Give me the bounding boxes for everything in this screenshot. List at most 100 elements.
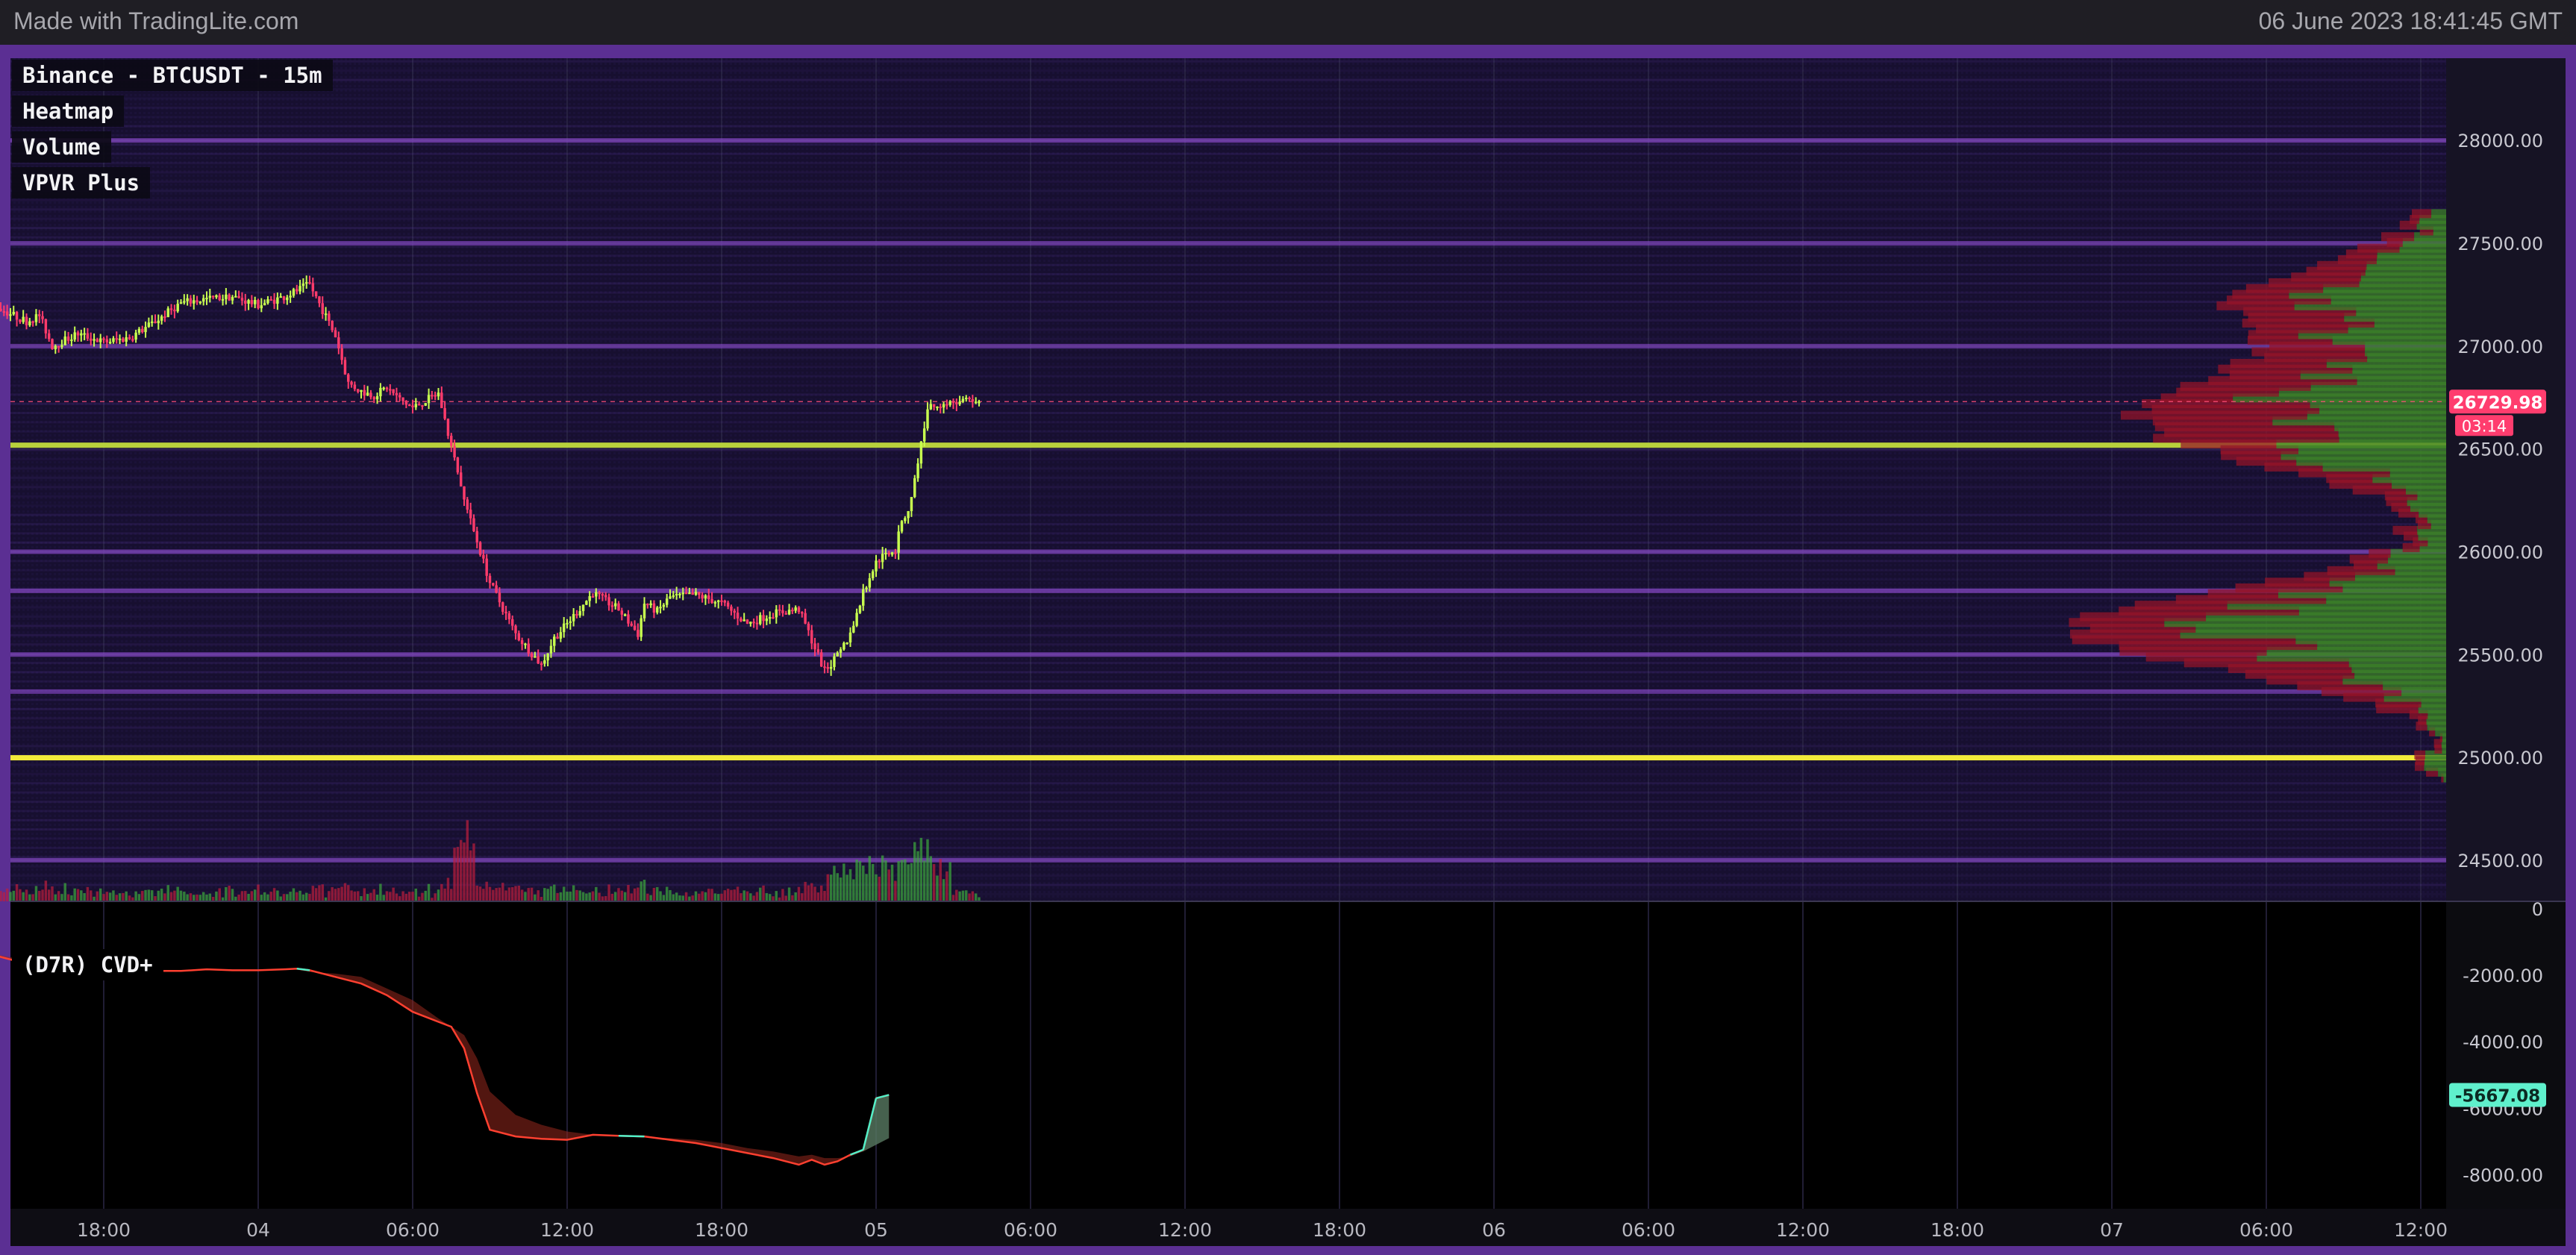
heatmap-noise-band xyxy=(10,430,2446,433)
candle-body xyxy=(51,339,54,350)
volume-bar xyxy=(778,897,781,901)
volume-bar xyxy=(810,883,813,901)
candle-body xyxy=(929,404,933,410)
candle-body xyxy=(845,642,848,645)
volume-bar xyxy=(44,880,48,901)
candle-body xyxy=(260,305,263,309)
heatmap-noise-band xyxy=(10,782,2446,785)
volume-bar xyxy=(131,897,134,901)
volume-bar xyxy=(965,890,968,901)
volume-bar xyxy=(340,886,343,901)
legend-vpvr[interactable]: VPVR Plus xyxy=(12,167,151,198)
candle-body xyxy=(575,613,578,616)
heatmap-noise-band xyxy=(10,60,2446,63)
time-tick-label: 04 xyxy=(246,1219,270,1241)
candle-body xyxy=(244,300,247,304)
candle-body xyxy=(617,603,620,611)
heatmap-noise-band xyxy=(10,578,2446,581)
candle-body xyxy=(128,337,131,339)
candle-body xyxy=(414,404,418,407)
candle-body xyxy=(495,585,498,593)
chart-canvas[interactable]: 18:00 04 06:00 12:00 18:00 05 06:00 12:00 18:00 0… xyxy=(0,45,2576,1255)
volume-bar xyxy=(768,894,772,901)
price-tick-label: 27000.00 xyxy=(2457,337,2543,357)
volume-bar xyxy=(347,885,350,901)
volume-bar xyxy=(263,892,266,901)
volume-bar xyxy=(70,895,73,901)
volume-bar xyxy=(215,891,218,901)
legend-symbol[interactable]: Binance - BTCUSDT - 15m xyxy=(12,60,333,91)
volume-bar xyxy=(659,891,662,901)
volume-bar xyxy=(772,896,775,901)
volume-bar xyxy=(253,889,257,901)
candle-body xyxy=(534,656,537,658)
vpvr-buy-bar xyxy=(2442,745,2446,754)
candle-body xyxy=(208,295,212,298)
legend-volume[interactable]: Volume xyxy=(12,131,111,163)
volume-bar xyxy=(363,888,366,901)
heatmap-level xyxy=(10,652,2446,657)
candle-body xyxy=(839,649,842,653)
volume-bar xyxy=(221,897,225,901)
volume-bar xyxy=(47,889,51,901)
volume-bar xyxy=(897,861,900,901)
candle-body xyxy=(613,603,617,607)
candle-body xyxy=(334,330,337,338)
heatmap-noise-band xyxy=(10,883,2446,886)
volume-bar xyxy=(166,885,169,901)
volume-bar xyxy=(848,869,852,901)
candle-body xyxy=(504,611,507,614)
time-axis-bg xyxy=(10,1209,2566,1246)
candle-body xyxy=(701,595,704,599)
timestamp: 06 June 2023 18:41:45 GMT xyxy=(2258,7,2563,34)
candle-body xyxy=(601,594,604,596)
candle-body xyxy=(228,294,231,301)
heatmap-noise-band xyxy=(10,717,2446,720)
time-tick-label: 18:00 xyxy=(695,1219,748,1241)
cvd-title[interactable]: (D7R) CVD+ xyxy=(12,949,163,980)
volume-bar xyxy=(218,888,221,901)
time-tick-label: 12:00 xyxy=(540,1219,594,1241)
candle-body xyxy=(469,510,472,519)
volume-bar xyxy=(414,888,418,901)
candle-body xyxy=(150,321,154,323)
candle-body xyxy=(684,592,688,595)
volume-bar xyxy=(961,890,965,901)
heatmap-noise-band xyxy=(10,661,2446,664)
volume-bar xyxy=(698,893,701,901)
candle-body xyxy=(755,622,759,625)
price-tick-label: 24500.00 xyxy=(2457,851,2543,871)
candle-body xyxy=(456,457,460,473)
volume-bar xyxy=(816,892,820,901)
candle-body xyxy=(147,322,151,328)
candle-body xyxy=(730,606,733,611)
candle-body xyxy=(743,619,745,622)
volume-bar xyxy=(395,893,398,901)
candle-body xyxy=(356,389,360,392)
candle-body xyxy=(810,630,813,644)
volume-bar xyxy=(601,896,604,901)
volume-bar xyxy=(228,885,231,901)
candle-body xyxy=(665,598,669,605)
candle-body xyxy=(852,625,855,633)
volume-bar xyxy=(630,893,633,901)
heatmap-noise-band xyxy=(10,152,2446,155)
candle-body xyxy=(581,604,585,612)
legend-heatmap[interactable]: Heatmap xyxy=(12,96,125,127)
top-bar: Made with TradingLite.com 06 June 2023 1… xyxy=(0,0,2576,45)
candle-body xyxy=(225,294,228,299)
candle-body xyxy=(662,604,666,607)
candle-body xyxy=(816,649,820,653)
volume-bar xyxy=(829,874,833,901)
candle-body xyxy=(193,300,196,304)
candle-body xyxy=(907,511,910,519)
volume-bar xyxy=(623,892,627,901)
volume-bar xyxy=(343,883,347,901)
volume-bar xyxy=(144,889,147,901)
candle-body xyxy=(781,610,784,613)
volume-bar xyxy=(524,892,527,901)
candle-body xyxy=(375,396,379,400)
candle-body xyxy=(472,518,475,531)
heatmap-noise-band xyxy=(10,874,2446,877)
candle-body xyxy=(34,314,38,322)
